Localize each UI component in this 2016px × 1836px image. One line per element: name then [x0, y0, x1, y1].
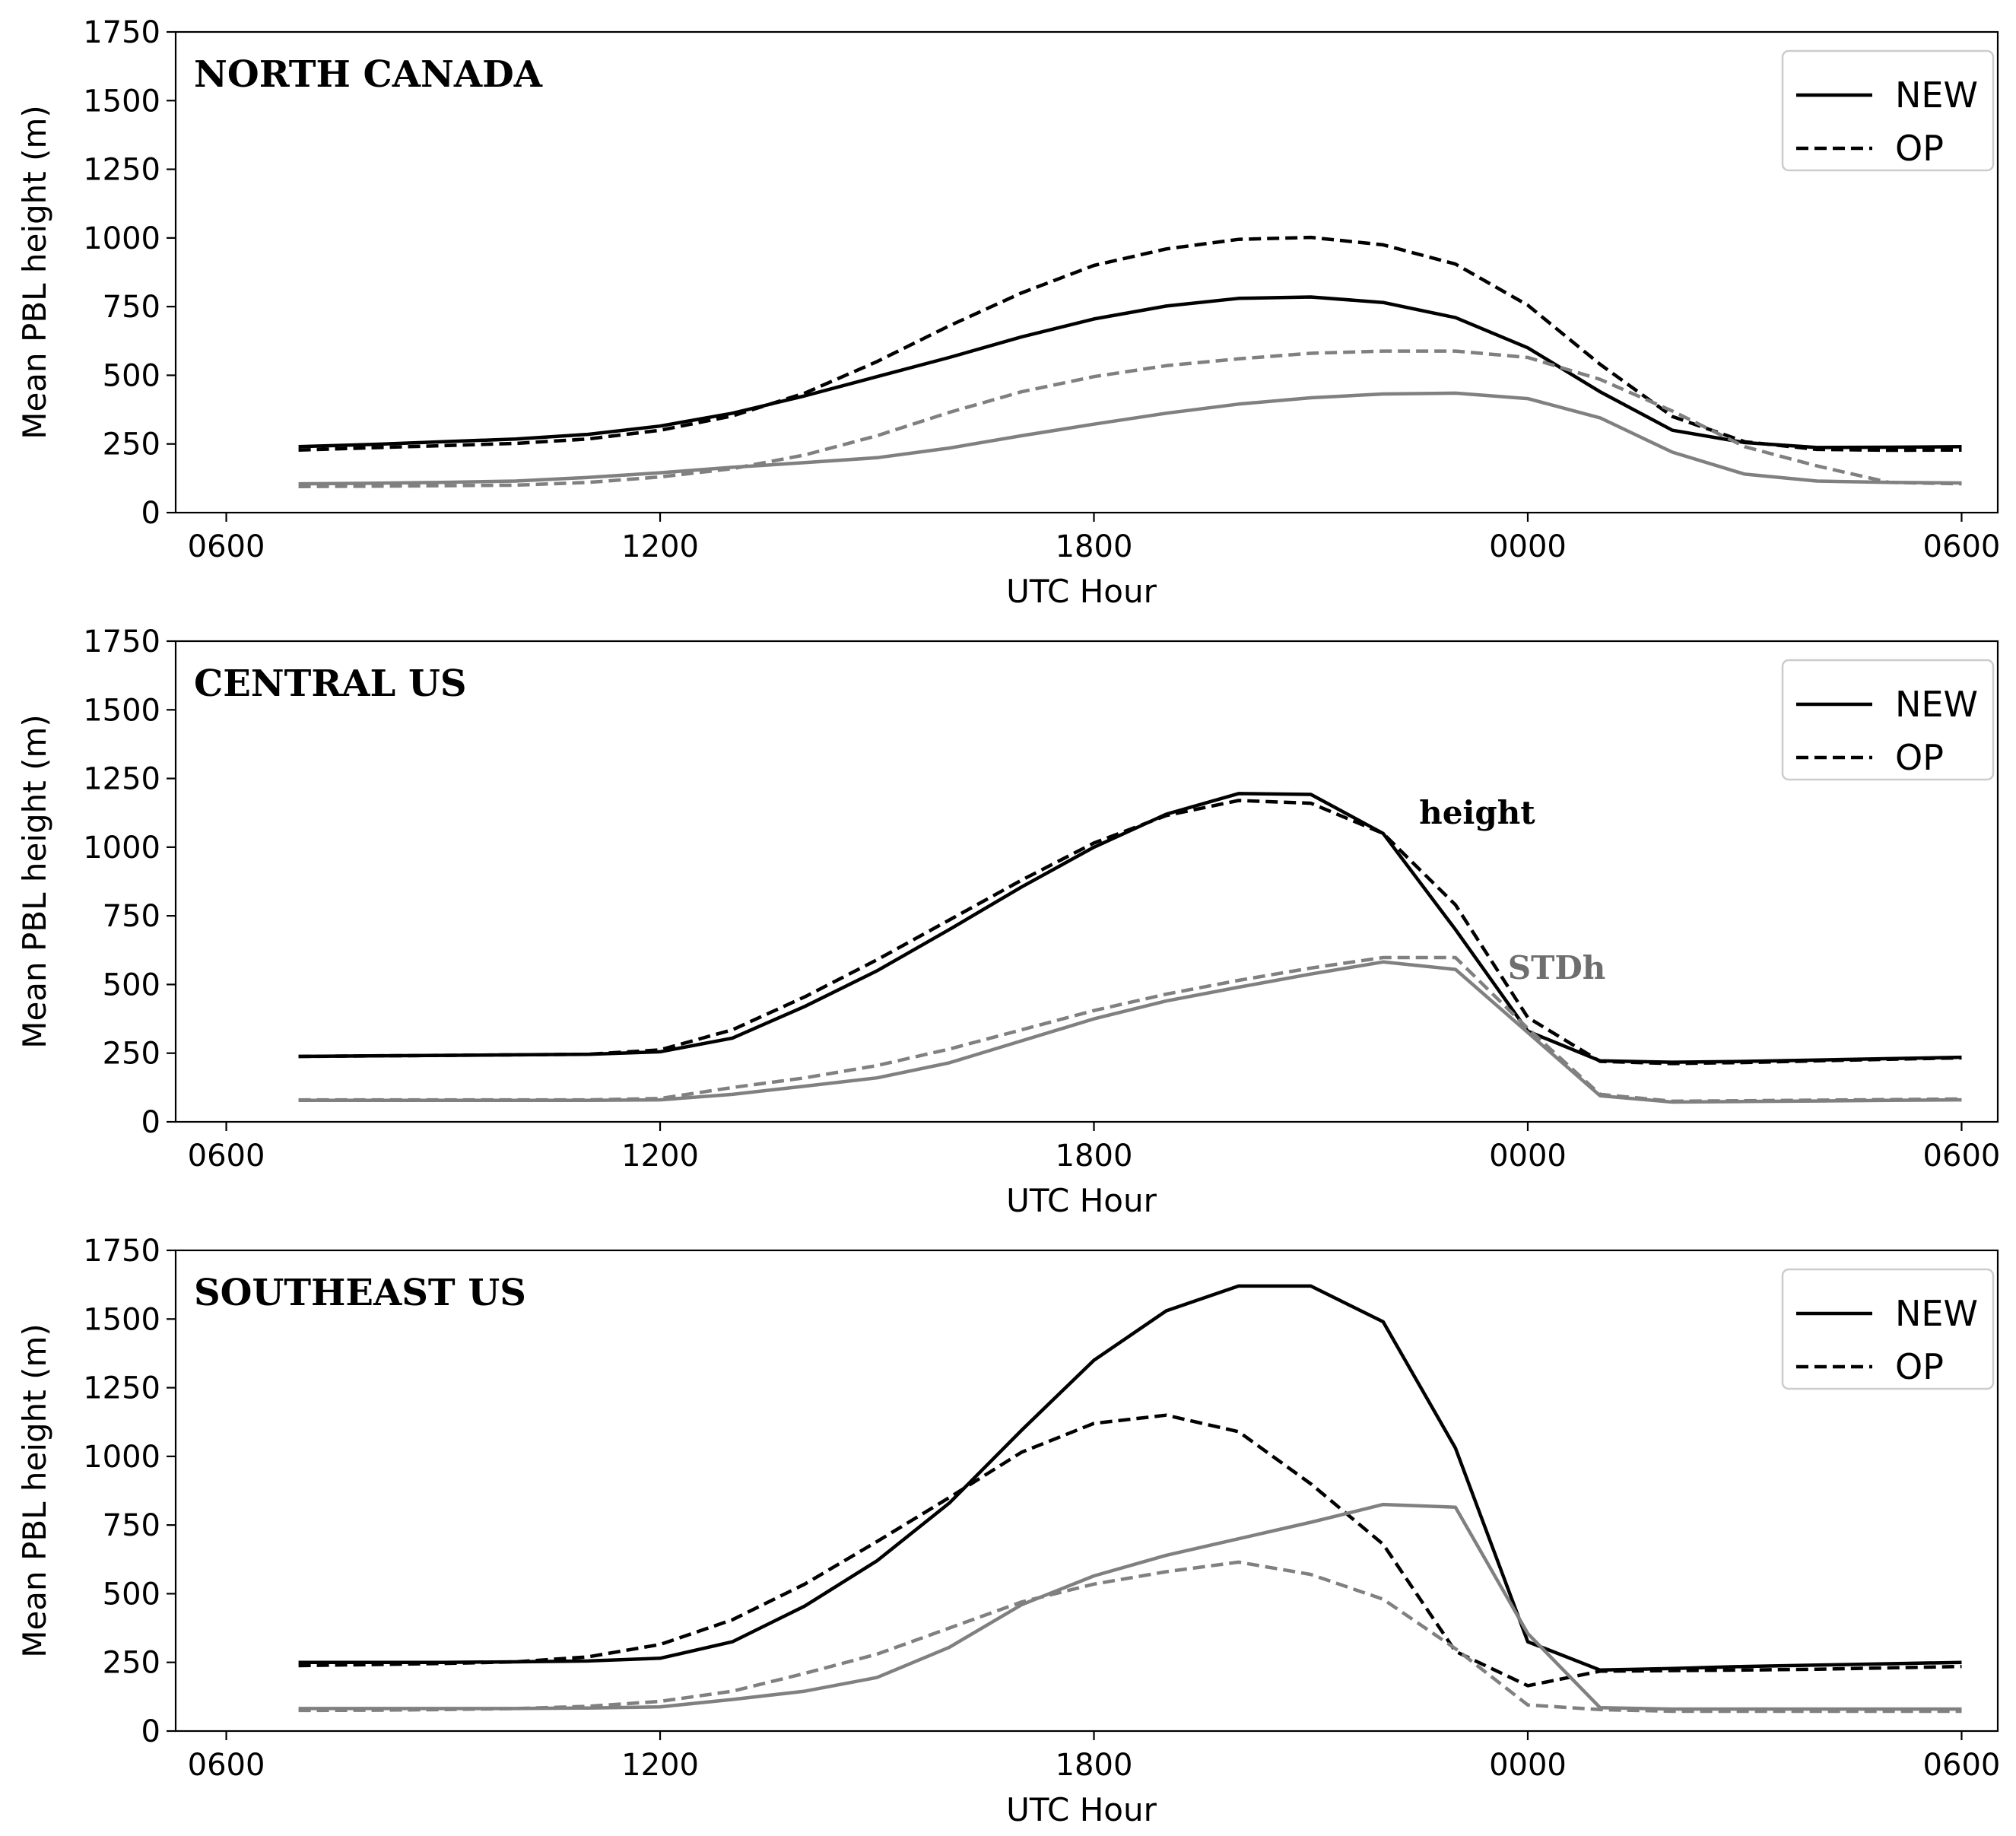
series-line-new-height	[298, 295, 1962, 449]
x-axis-label: UTC Hour	[1006, 1182, 1157, 1219]
y-tick-label: 1250	[83, 762, 160, 797]
series-line-op-stdh	[298, 349, 1962, 488]
legend: NEW OP	[1781, 659, 1995, 781]
x-tick-label: 1800	[1056, 1748, 1133, 1783]
x-axis-label: UTC Hour	[1006, 1791, 1157, 1828]
y-tick-label: 1500	[83, 693, 160, 728]
annotation-label: STDh	[1508, 949, 1606, 986]
series-line-op-height	[298, 799, 1962, 1066]
legend-label: OP	[1895, 737, 1944, 778]
y-tick-label: 1000	[83, 221, 160, 256]
series-line-new-stdh	[298, 391, 1962, 486]
y-tick-label: 250	[103, 427, 160, 462]
x-tick-label: 0600	[188, 1748, 265, 1783]
legend-label: NEW	[1895, 684, 1978, 725]
x-tick-label: 0600	[1923, 1139, 2001, 1174]
legend: NEW OP	[1781, 1268, 1995, 1390]
legend-label: NEW	[1895, 1293, 1978, 1334]
y-tick-label: 1250	[83, 1371, 160, 1406]
plot-area-frame	[174, 640, 1999, 1123]
legend-box	[1781, 659, 1995, 781]
legend-label: OP	[1895, 1346, 1944, 1387]
y-tick-label: 1500	[83, 84, 160, 119]
x-tick-label: 1200	[621, 529, 699, 564]
x-tick-label: 0600	[188, 529, 265, 564]
x-tick-label: 0000	[1489, 1139, 1567, 1174]
annotation-label: height	[1419, 794, 1535, 831]
y-axis-label: Mean PBL height (m)	[16, 105, 53, 440]
y-tick-label: 500	[103, 1577, 160, 1612]
x-tick-label: 0600	[188, 1139, 265, 1174]
legend-box	[1781, 1268, 1995, 1390]
y-tick-label: 500	[103, 967, 160, 1002]
legend: NEW OP	[1781, 49, 1995, 172]
panel-title: SOUTHEAST US	[194, 1272, 526, 1314]
x-tick-label: 1800	[1056, 1139, 1133, 1174]
y-tick-label: 0	[141, 1714, 160, 1749]
x-tick-label: 1800	[1056, 529, 1133, 564]
y-tick-label: 1000	[83, 831, 160, 866]
y-tick-label: 1500	[83, 1302, 160, 1337]
x-axis-label: UTC Hour	[1006, 573, 1157, 610]
y-tick-label: 1250	[83, 153, 160, 188]
y-tick-label: 250	[103, 1037, 160, 1072]
y-axis-label: Mean PBL height (m)	[16, 1323, 53, 1658]
y-tick-label: 1750	[83, 1234, 160, 1269]
panel-title: CENTRAL US	[194, 662, 467, 705]
y-tick-label: 1750	[83, 15, 160, 50]
series-line-new-height	[298, 1284, 1962, 1672]
y-tick-label: 750	[103, 290, 160, 325]
plot-area-frame	[174, 1249, 1999, 1733]
y-tick-label: 1000	[83, 1440, 160, 1475]
x-tick-label: 0000	[1489, 529, 1567, 564]
y-tick-label: 0	[141, 496, 160, 531]
y-tick-label: 0	[141, 1105, 160, 1140]
y-tick-label: 750	[103, 1508, 160, 1543]
legend-label: OP	[1895, 128, 1944, 169]
chart-panel-1: 0 250 500 750 1000 1250 1500 1750 0600 1200 1800 00…	[16, 15, 2000, 610]
legend-box	[1781, 49, 1995, 172]
series-line-op-height	[298, 235, 1962, 453]
series-line-op-stdh	[298, 955, 1962, 1104]
x-tick-label: 0600	[1923, 529, 2001, 564]
legend-label: NEW	[1895, 75, 1978, 116]
y-tick-label: 1750	[83, 624, 160, 659]
y-tick-label: 750	[103, 899, 160, 934]
chart-panel-2: 0 250 500 750 1000 1250 1500 1750 0600 1200 1800 00…	[16, 624, 2000, 1219]
series-line-op-height	[298, 1413, 1962, 1688]
x-tick-label: 0000	[1489, 1748, 1567, 1783]
y-axis-label: Mean PBL height (m)	[16, 714, 53, 1049]
x-tick-label: 1200	[621, 1748, 699, 1783]
x-tick-label: 0600	[1923, 1748, 2001, 1783]
y-tick-label: 250	[103, 1646, 160, 1681]
panel-title: NORTH CANADA	[194, 53, 543, 96]
series-line-op-stdh	[298, 1560, 1962, 1714]
chart-panel-3: 0 250 500 750 1000 1250 1500 1750 0600 1200 1800 00…	[16, 1234, 2000, 1828]
y-tick-label: 500	[103, 358, 160, 393]
x-tick-label: 1200	[621, 1139, 699, 1174]
